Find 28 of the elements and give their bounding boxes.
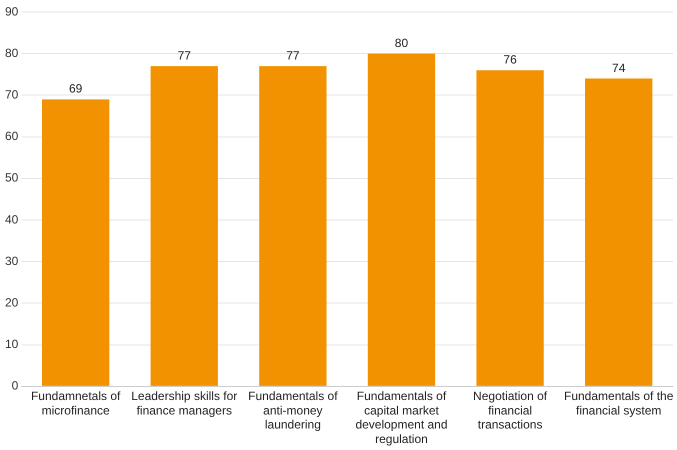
y-tick-label: 90 bbox=[4, 4, 19, 18]
bar bbox=[42, 99, 110, 386]
y-tick-label: 10 bbox=[4, 337, 19, 352]
x-tick-label: Negotiation of financial transactions bbox=[473, 388, 548, 432]
bar bbox=[476, 70, 544, 386]
data-label: 77 bbox=[178, 48, 192, 62]
data-label: 80 bbox=[394, 36, 408, 50]
y-tick-label: 50 bbox=[4, 170, 19, 185]
data-label: 76 bbox=[503, 52, 518, 67]
y-tick-label: 20 bbox=[4, 296, 19, 310]
data-label: 69 bbox=[68, 82, 83, 96]
x-tick-label: Fundamentals of anti-money laundering bbox=[248, 388, 338, 432]
bar bbox=[259, 66, 327, 386]
bar bbox=[585, 78, 652, 386]
data-label: 74 bbox=[612, 60, 626, 75]
x-tick-label: Leadership skills for finance managers bbox=[131, 388, 238, 418]
y-tick-label: 0 bbox=[12, 378, 19, 393]
y-tick-label: 80 bbox=[4, 46, 19, 60]
x-tick-label: Fundamnetals of microfinance bbox=[30, 388, 122, 418]
bar bbox=[368, 54, 436, 386]
x-tick-label: Fundamentals of capital market development and regulation bbox=[355, 388, 448, 446]
bar bbox=[150, 66, 218, 386]
data-label: 77 bbox=[286, 48, 300, 62]
y-tick-label: 40 bbox=[4, 212, 19, 226]
y-tick-label: 60 bbox=[4, 129, 19, 144]
y-tick-label: 70 bbox=[4, 88, 19, 102]
x-tick-label: Fundamentals of the financial system bbox=[564, 388, 674, 418]
y-tick-label: 30 bbox=[4, 254, 19, 268]
